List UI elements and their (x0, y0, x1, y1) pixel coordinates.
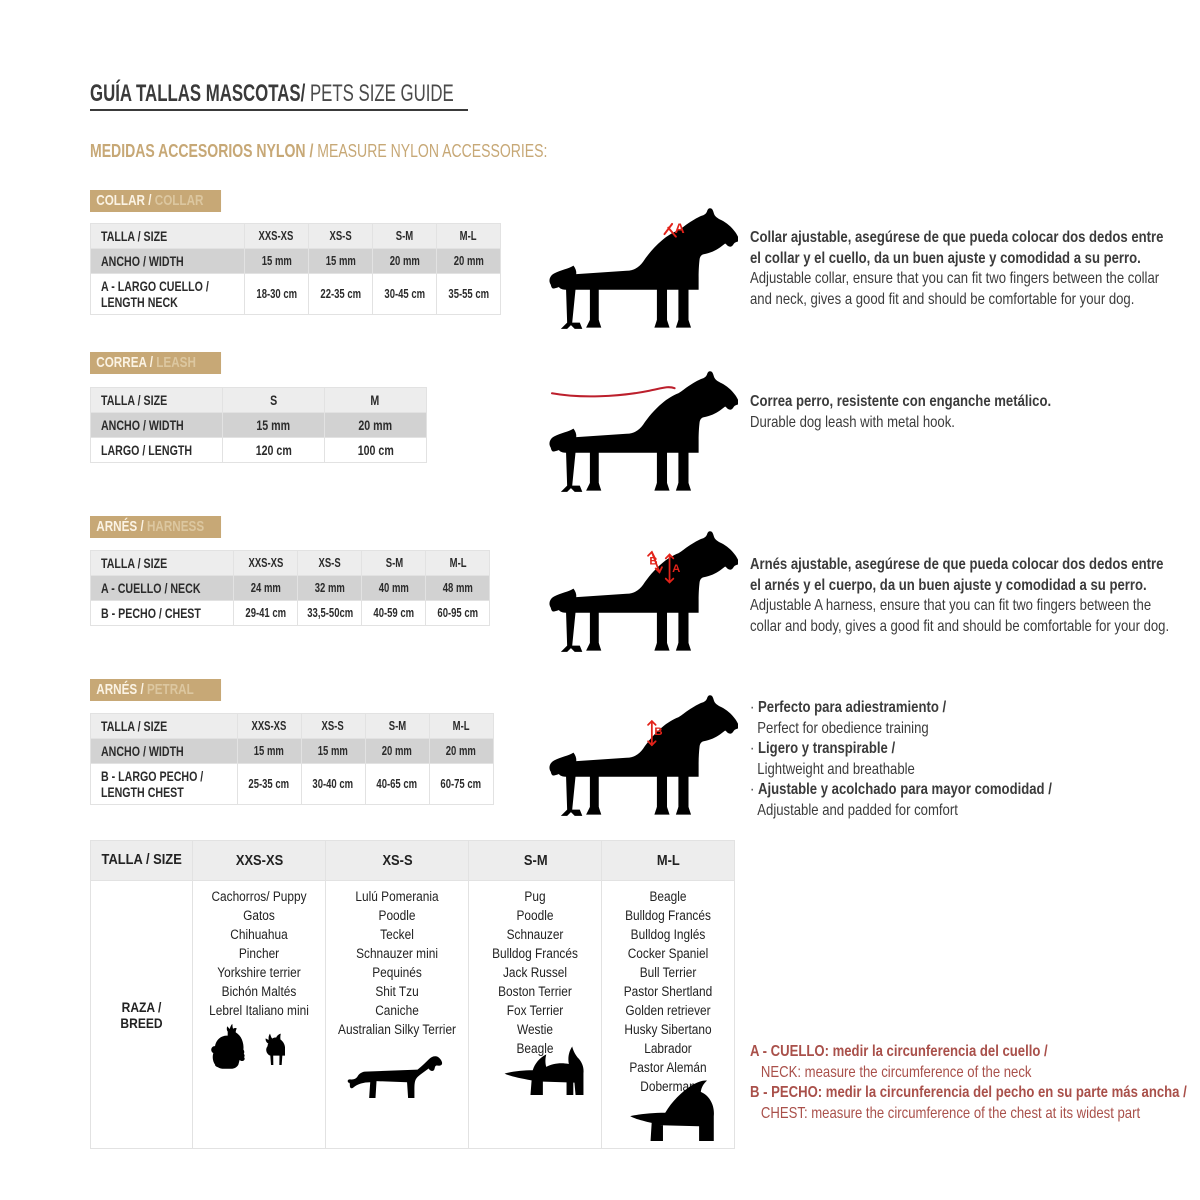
svg-text:A: A (675, 220, 685, 236)
svg-text:B: B (654, 726, 662, 738)
svg-text:A: A (672, 563, 680, 575)
svg-text:B: B (649, 556, 657, 568)
